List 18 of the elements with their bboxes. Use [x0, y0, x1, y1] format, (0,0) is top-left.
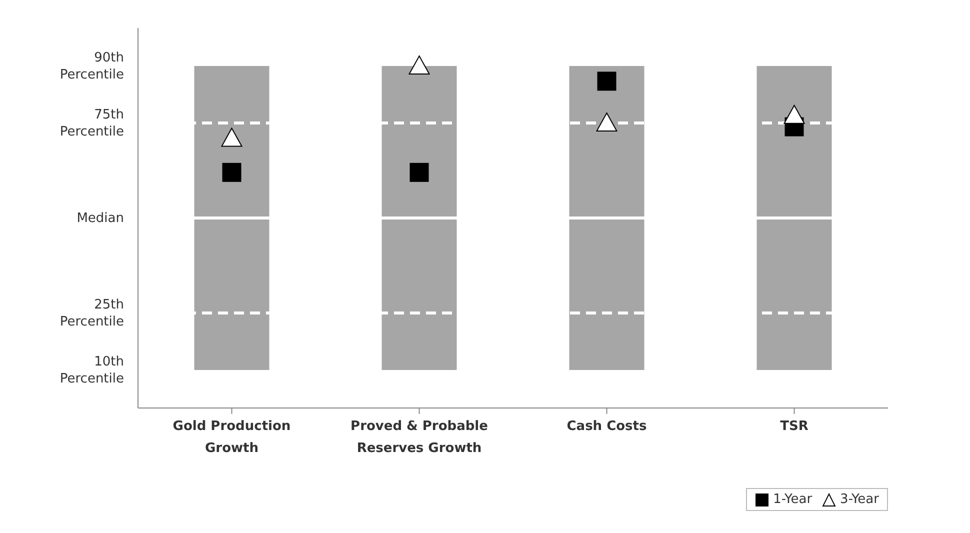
- x-tick-label: Proved & Probable Reserves Growth: [350, 419, 488, 456]
- point: [784, 104, 805, 124]
- x-tick-label: Gold Production Growth: [172, 419, 291, 456]
- legend-label: 1-Year: [772, 492, 812, 507]
- y-tick-label: Median: [76, 210, 124, 226]
- y-tick-label: 90th Percentile: [60, 50, 124, 82]
- point: [410, 162, 429, 182]
- y-tick-label: 75th Percentile: [60, 107, 124, 139]
- point: [597, 72, 616, 91]
- y-tick-label: 10th Percentile: [60, 354, 124, 386]
- y-tick-label: 25th Percentile: [60, 297, 124, 329]
- legend-label: 3-Year: [839, 492, 879, 507]
- point: [596, 112, 618, 132]
- x-tick-label: TSR: [780, 419, 808, 434]
- point: [221, 128, 242, 147]
- point: [408, 56, 430, 74]
- x-tick-label: Cash Costs: [566, 419, 648, 434]
- point: [222, 162, 242, 182]
